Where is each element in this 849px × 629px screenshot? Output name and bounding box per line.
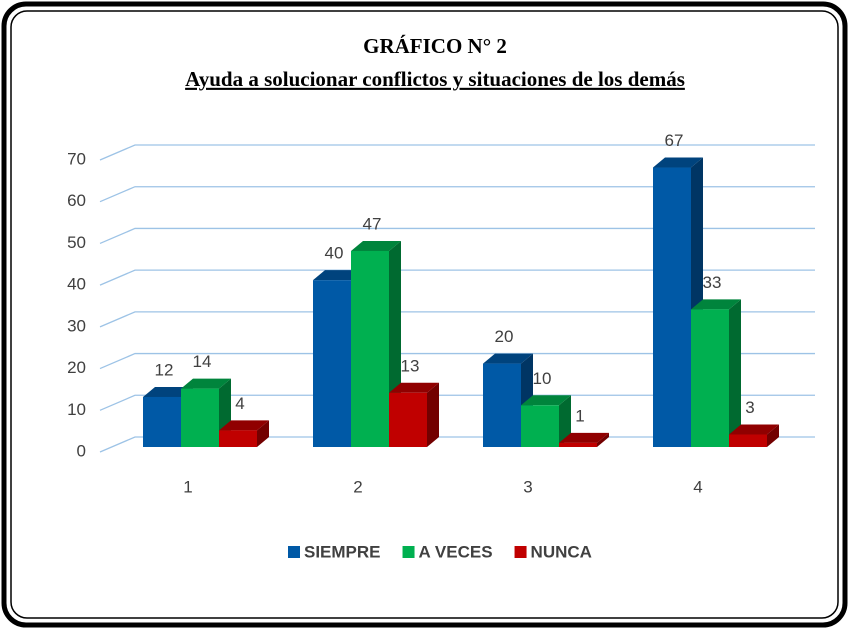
bar-front [559, 442, 597, 447]
grid-line [99, 186, 815, 203]
bar-front [219, 430, 257, 447]
bar-top [219, 420, 269, 431]
grid-line [99, 352, 815, 370]
bar [351, 240, 401, 447]
bar [729, 424, 779, 447]
bar-side [427, 382, 439, 447]
bar-front [483, 363, 521, 447]
legend-label: A VECES [419, 542, 493, 561]
legend-swatch [514, 546, 527, 558]
grid-line [99, 394, 815, 411]
bar-top [691, 299, 741, 310]
bar [559, 432, 609, 447]
grid-line [99, 269, 815, 286]
bar-front [313, 280, 351, 447]
bar [219, 420, 269, 447]
bar [521, 395, 571, 447]
bar-front [653, 167, 691, 447]
bar-side [729, 299, 741, 447]
bar [691, 299, 741, 447]
data-label: 14 [193, 352, 212, 371]
legend-swatch [288, 546, 300, 558]
y-tick-label: 60 [67, 191, 86, 210]
y-tick-label: 40 [67, 275, 86, 294]
y-tick-label: 70 [67, 149, 86, 168]
x-tick-label: 1 [183, 477, 192, 496]
bar-front [351, 250, 389, 447]
bar-top [351, 240, 401, 251]
bar-top [313, 270, 363, 281]
y-tick-label: 30 [67, 316, 86, 335]
bar-top [181, 378, 231, 389]
grid-line [99, 144, 815, 161]
bar-top [653, 157, 703, 168]
bar-top [483, 353, 533, 364]
y-tick-label: 0 [77, 441, 86, 460]
bar-side [257, 420, 269, 447]
data-label: 13 [401, 356, 420, 375]
legend-label: SIEMPRE [304, 542, 381, 561]
data-label: 40 [325, 244, 344, 263]
data-label: 1 [575, 406, 584, 425]
bar-side [767, 424, 779, 447]
bar-front [389, 392, 427, 447]
data-label: 67 [665, 131, 684, 150]
bar-front [143, 396, 181, 447]
y-tick-label: 10 [67, 400, 86, 419]
data-label: 12 [155, 360, 174, 379]
chart-title: GRÁFICO N° 2 [363, 34, 507, 58]
bar-front [691, 309, 729, 447]
data-label: 3 [745, 398, 754, 417]
y-tick-label: 20 [67, 358, 86, 377]
bar-top [521, 395, 571, 406]
legend-label: NUNCA [531, 542, 592, 561]
chart-subtitle: Ayuda a solucionar conflictos y situacio… [185, 67, 685, 91]
bar-front [729, 434, 767, 447]
data-label: 4 [235, 394, 244, 413]
bar-side [597, 432, 609, 447]
bar-front [521, 405, 559, 447]
bar-top [389, 382, 439, 393]
bar-front [181, 388, 219, 447]
x-tick-label: 4 [693, 477, 702, 496]
grid-line [99, 227, 815, 245]
bar-top [729, 424, 779, 435]
data-label: 20 [495, 327, 514, 346]
legend-swatch [402, 546, 415, 558]
x-tick-label: 2 [353, 477, 362, 496]
bar-top [143, 386, 193, 397]
data-label: 47 [363, 214, 382, 233]
bar-top [559, 432, 609, 443]
bar-side [559, 395, 571, 447]
data-label: 33 [703, 273, 722, 292]
data-label: 10 [533, 369, 552, 388]
x-tick-label: 3 [523, 477, 532, 496]
inner-frame [10, 10, 839, 619]
bar [389, 382, 439, 447]
y-tick-label: 50 [67, 233, 86, 252]
grid-line [99, 311, 815, 328]
